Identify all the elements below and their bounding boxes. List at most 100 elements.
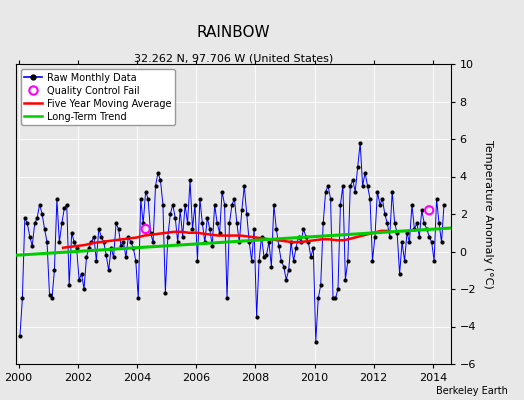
Text: RAINBOW: RAINBOW [196, 25, 270, 40]
Point [97, 233, 105, 240]
Point [68, 230, 76, 236]
Point [201, 239, 209, 245]
Point [297, 239, 305, 245]
Point [314, 295, 322, 302]
Point [104, 267, 113, 274]
Point [166, 211, 174, 217]
Point [247, 258, 256, 264]
Point [127, 239, 135, 245]
Point [221, 202, 229, 208]
Point [329, 295, 337, 302]
Point [137, 196, 145, 202]
Point [243, 211, 251, 217]
Point [144, 196, 152, 202]
Point [245, 239, 254, 245]
Point [302, 233, 310, 240]
Point [75, 276, 83, 283]
Point [344, 258, 352, 264]
Point [312, 338, 320, 345]
Point [211, 202, 219, 208]
Point [107, 244, 115, 251]
Point [440, 202, 448, 208]
Point [272, 226, 280, 232]
Point [230, 196, 238, 202]
Point [191, 202, 199, 208]
Point [285, 267, 293, 274]
Point [339, 183, 347, 189]
Point [319, 220, 328, 226]
Point [233, 220, 241, 226]
Point [129, 244, 137, 251]
Point [237, 207, 246, 214]
Point [368, 258, 377, 264]
Point [292, 244, 300, 251]
Point [415, 233, 423, 240]
Point [428, 239, 436, 245]
Point [408, 202, 416, 208]
Point [110, 254, 118, 260]
Point [72, 244, 81, 251]
Point [253, 314, 261, 320]
Point [341, 276, 350, 283]
Point [203, 214, 212, 221]
Point [70, 239, 79, 245]
Point [186, 177, 194, 184]
Point [159, 202, 167, 208]
Point [279, 263, 288, 270]
Point [376, 202, 384, 208]
Point [43, 239, 51, 245]
Point [277, 258, 286, 264]
Point [62, 202, 71, 208]
Point [373, 188, 381, 195]
Point [151, 183, 160, 189]
Point [371, 233, 379, 240]
Point [378, 196, 387, 202]
Point [386, 233, 394, 240]
Point [100, 239, 108, 245]
Point [388, 188, 396, 195]
Point [420, 220, 429, 226]
Point [58, 220, 66, 226]
Point [438, 239, 446, 245]
Point [275, 243, 283, 249]
Point [45, 292, 53, 298]
Point [205, 226, 214, 232]
Point [173, 239, 182, 245]
Point [331, 295, 340, 302]
Point [33, 214, 41, 221]
Point [324, 183, 332, 189]
Point [171, 214, 179, 221]
Point [326, 196, 335, 202]
Point [383, 220, 391, 226]
Point [410, 226, 419, 232]
Point [28, 243, 37, 249]
Point [95, 226, 103, 232]
Point [53, 196, 61, 202]
Point [348, 177, 357, 184]
Point [257, 233, 266, 240]
Point [393, 230, 401, 236]
Point [213, 220, 221, 226]
Point [188, 226, 196, 232]
Point [403, 230, 411, 236]
Point [30, 220, 39, 226]
Point [223, 295, 231, 302]
Y-axis label: Temperature Anomaly (°C): Temperature Anomaly (°C) [483, 140, 493, 288]
Point [336, 202, 345, 208]
Point [334, 286, 342, 292]
Point [358, 183, 367, 189]
Point [430, 258, 438, 264]
Point [183, 220, 192, 226]
Point [346, 183, 354, 189]
Point [90, 233, 98, 240]
Point [20, 214, 29, 221]
Point [112, 220, 121, 226]
Point [304, 239, 313, 245]
Point [134, 295, 143, 302]
Point [16, 333, 24, 339]
Point [82, 254, 91, 260]
Point [263, 252, 271, 258]
Point [255, 258, 263, 264]
Point [270, 202, 278, 208]
Point [321, 188, 330, 195]
